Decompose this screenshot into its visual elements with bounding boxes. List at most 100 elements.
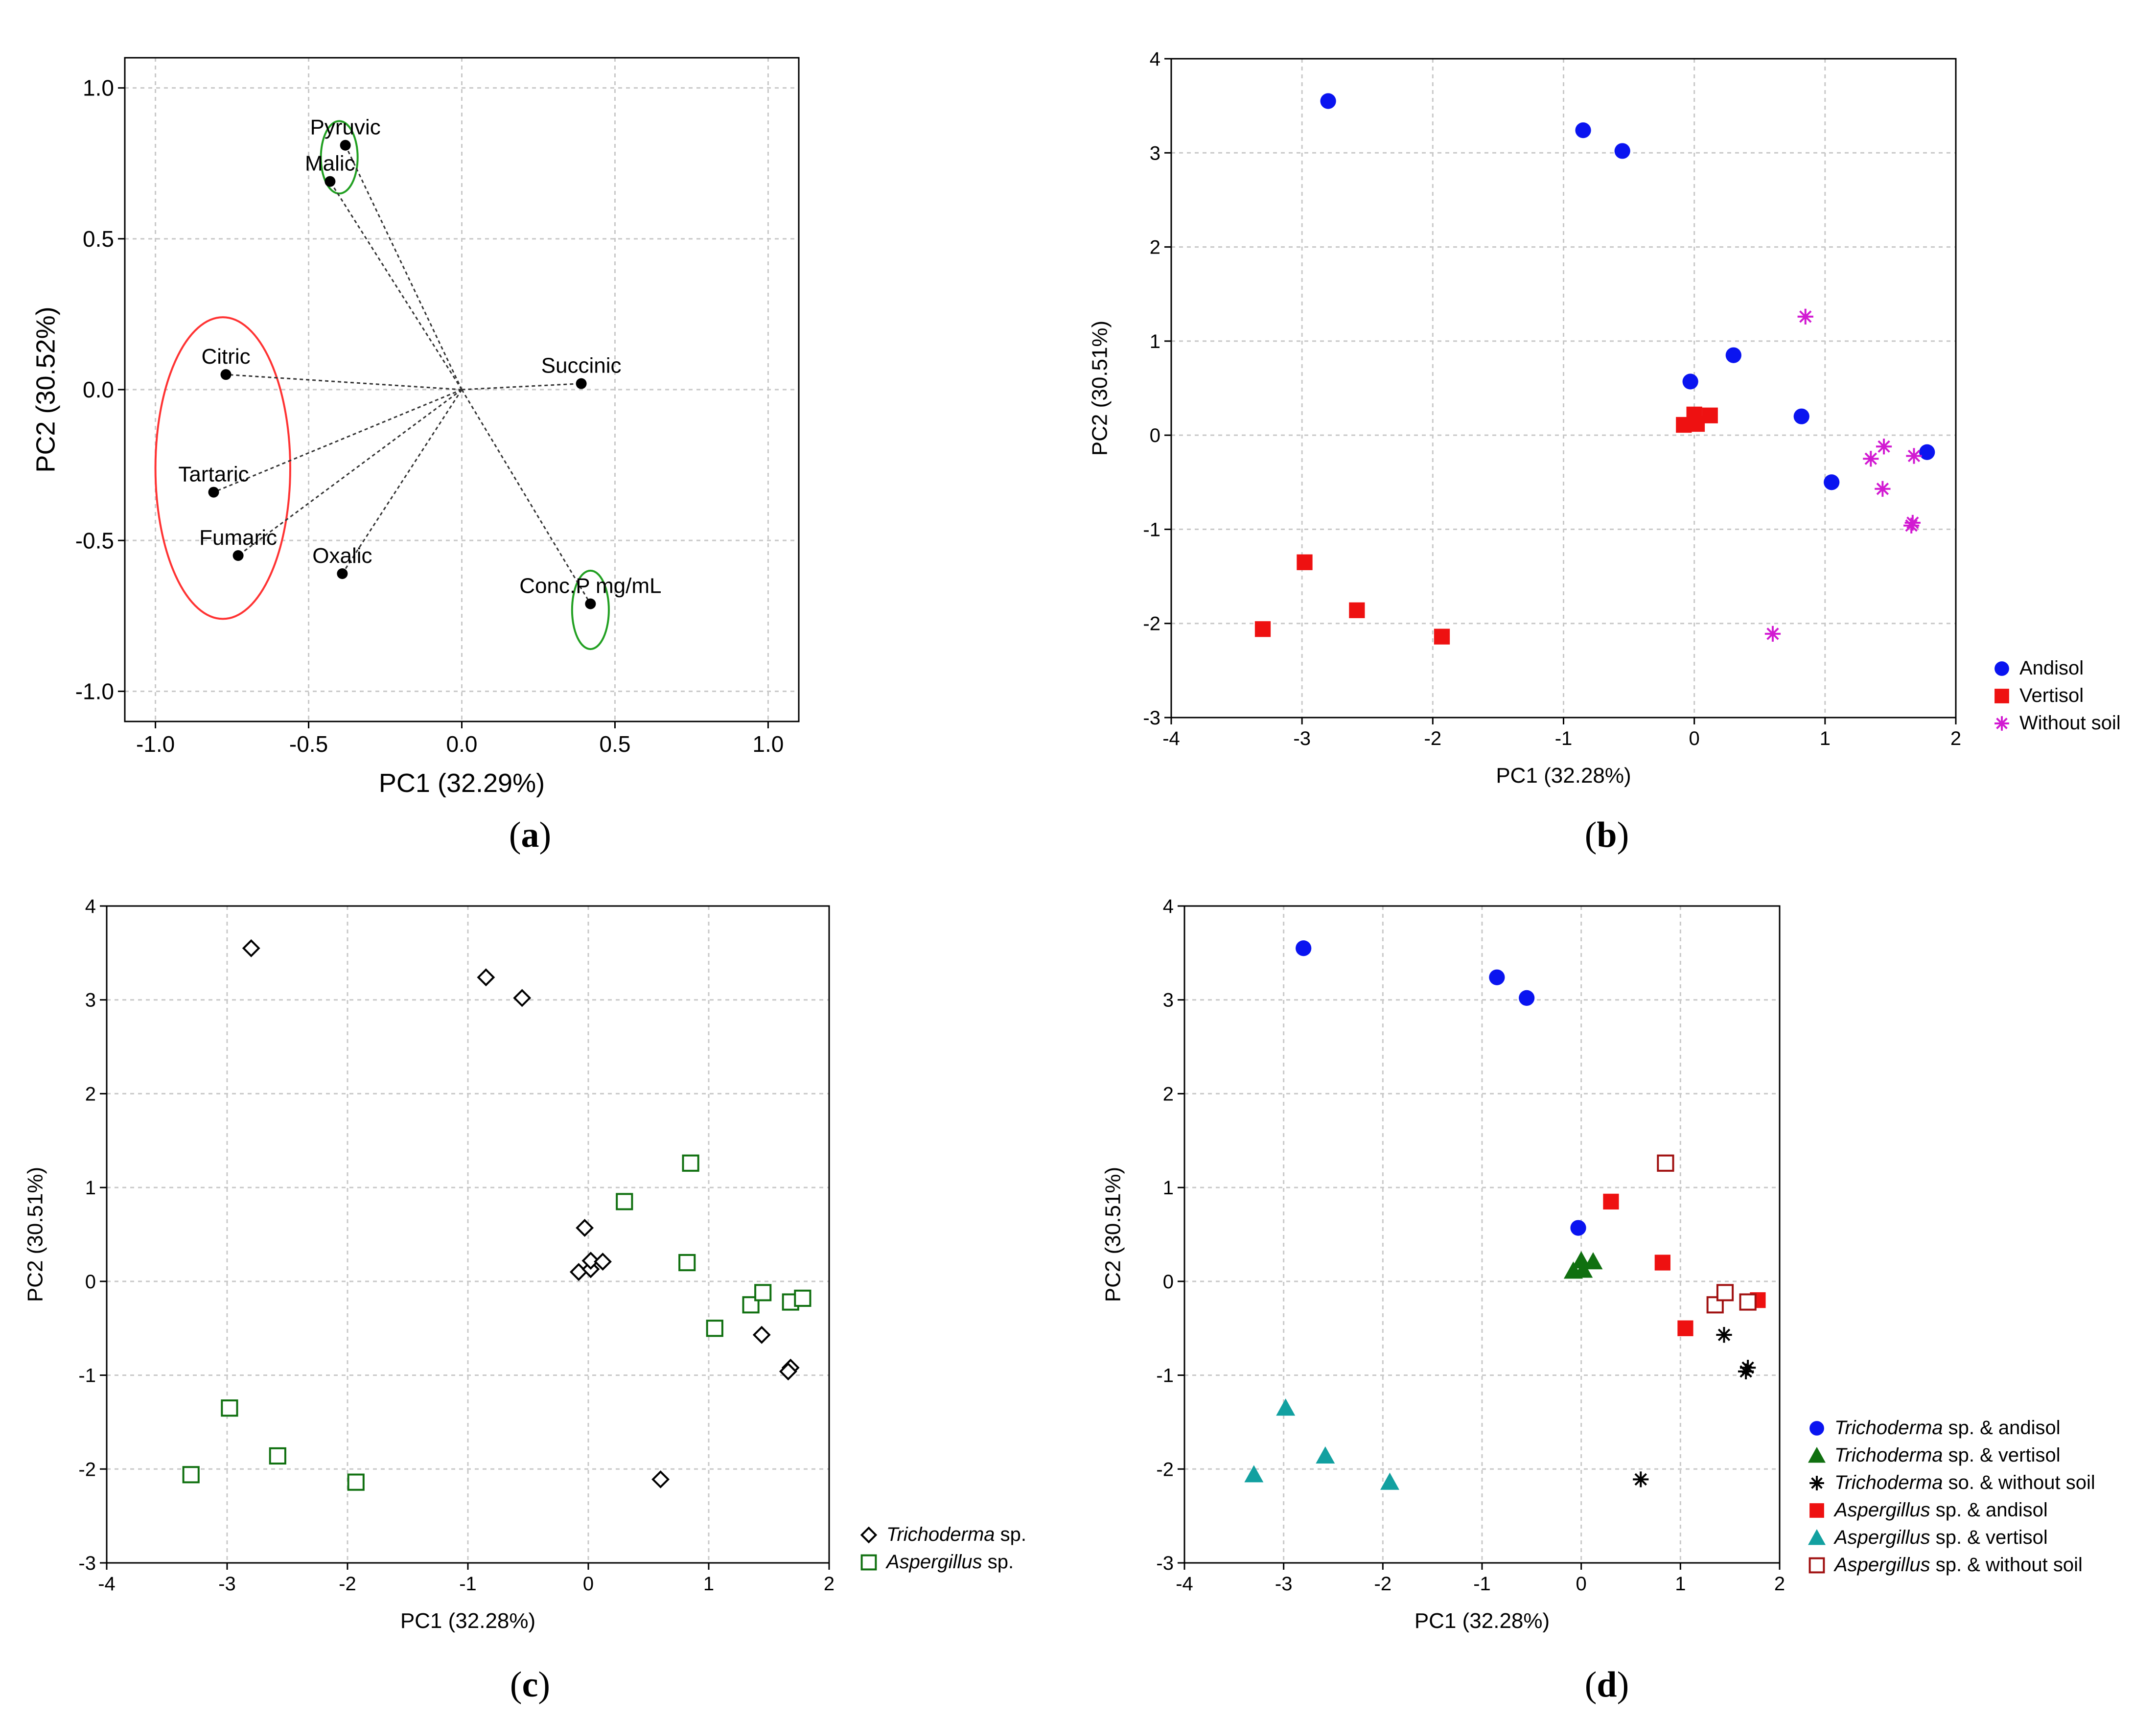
panel-caption: (a) — [509, 815, 551, 855]
y-tick-label: -2 — [1156, 1459, 1174, 1480]
y-tick-label: 3 — [1163, 990, 1174, 1011]
data-point — [1570, 1220, 1586, 1236]
data-point — [1575, 122, 1591, 139]
y-tick-label: 0.0 — [83, 377, 114, 402]
loading-vector — [345, 145, 463, 390]
data-point — [1654, 1255, 1670, 1271]
x-tick-label: 0.0 — [446, 731, 478, 757]
x-tick-label: 2 — [1774, 1573, 1785, 1595]
loading-point — [585, 598, 596, 609]
x-tick-label: -3 — [1293, 728, 1311, 749]
y-tick-label: 1 — [1150, 331, 1160, 352]
data-point — [1489, 969, 1505, 985]
legend-marker — [1809, 1421, 1824, 1436]
y-tick-label: 4 — [1163, 896, 1174, 917]
loading-label: Conc.P mg/mL — [519, 574, 661, 598]
legend-label: Trichoderma sp. & andisol — [1834, 1417, 2061, 1439]
legend-label: Trichoderma sp. & vertisol — [1834, 1444, 2061, 1466]
x-tick-label: -3 — [1275, 1573, 1293, 1595]
x-tick-label: 1 — [1820, 728, 1831, 749]
data-point — [182, 1466, 200, 1484]
y-axis-title: PC2 (30.51%) — [1101, 1167, 1125, 1302]
data-point — [221, 1399, 238, 1417]
data-point — [1603, 1193, 1619, 1210]
legend-label: Without soil — [2019, 712, 2121, 734]
data-point — [1574, 1260, 1593, 1278]
x-tick-label: 0 — [1576, 1573, 1587, 1595]
data-point — [1296, 940, 1312, 956]
y-axis-title: PC2 (30.52%) — [31, 306, 61, 472]
y-tick-label: -1 — [1143, 519, 1160, 540]
y-tick-label: -3 — [1156, 1553, 1174, 1574]
data-point — [1903, 517, 1920, 534]
data-point — [706, 1320, 723, 1337]
x-tick-label: 1 — [703, 1573, 714, 1595]
x-tick-label: -0.5 — [289, 731, 328, 757]
y-tick-label: -1 — [78, 1365, 96, 1387]
y-tick-label: 0.5 — [83, 226, 114, 252]
data-point — [779, 1362, 797, 1381]
data-point — [1740, 1360, 1756, 1376]
data-point — [1716, 1284, 1734, 1302]
loading-point — [208, 487, 219, 498]
y-tick-label: 1 — [1163, 1177, 1174, 1199]
y-tick-label: -1 — [1156, 1365, 1174, 1387]
y-axis-title: PC2 (30.51%) — [1088, 321, 1112, 456]
y-tick-label: 0 — [1150, 425, 1160, 446]
y-tick-label: 0 — [85, 1271, 96, 1293]
data-point — [242, 939, 260, 957]
loading-vector — [213, 389, 463, 493]
loading-label: Fumaric — [199, 526, 277, 550]
data-point — [1519, 990, 1535, 1006]
y-tick-label: -3 — [1143, 707, 1160, 729]
data-point — [1876, 439, 1892, 455]
legend-marker — [1809, 1503, 1824, 1518]
data-point — [1320, 93, 1336, 109]
loading-vector — [462, 383, 581, 391]
x-axis-title: PC1 (32.28%) — [1496, 764, 1631, 788]
data-point — [1254, 621, 1271, 637]
y-tick-label: -3 — [78, 1553, 96, 1574]
data-point — [1906, 448, 1922, 464]
y-tick-label: -2 — [1143, 613, 1160, 635]
x-tick-label: 0.5 — [599, 731, 630, 757]
data-point — [1824, 474, 1840, 490]
legend-marker — [1994, 661, 2009, 676]
x-tick-label: -2 — [1374, 1573, 1392, 1595]
data-point — [1297, 554, 1313, 570]
legend-marker — [860, 1526, 878, 1544]
legend-marker — [1808, 1529, 1826, 1545]
data-point — [1904, 514, 1921, 531]
loading-label: Malic — [305, 152, 355, 176]
y-tick-label: 3 — [1150, 142, 1160, 164]
data-point — [1633, 1471, 1649, 1488]
legend-marker — [1808, 1557, 1825, 1574]
data-point — [1875, 481, 1891, 497]
legend-label: Aspergillus sp. & without soil — [1833, 1554, 2083, 1576]
group-ellipse — [571, 569, 610, 651]
data-point — [1716, 1327, 1732, 1343]
group-ellipse — [154, 316, 291, 620]
y-tick-label: -0.5 — [75, 528, 114, 553]
legend-marker — [1809, 1476, 1824, 1490]
data-point — [1919, 444, 1935, 460]
data-point — [651, 1470, 670, 1488]
loading-point — [576, 378, 587, 389]
y-tick-label: 0 — [1163, 1271, 1174, 1293]
y-axis-title: PC2 (30.51%) — [23, 1167, 47, 1302]
data-point — [1686, 406, 1702, 422]
legend-marker — [1994, 689, 2009, 703]
data-point — [1677, 1320, 1693, 1336]
loading-point — [232, 550, 244, 561]
data-point — [754, 1284, 772, 1302]
x-tick-label: 1 — [1675, 1573, 1686, 1595]
panel-caption: (c) — [510, 1665, 550, 1705]
x-tick-label: -2 — [1424, 728, 1442, 749]
x-tick-label: -4 — [1162, 728, 1180, 749]
x-tick-label: -4 — [98, 1573, 116, 1595]
y-tick-label: 2 — [1163, 1083, 1174, 1105]
loading-label: Tartaric — [178, 463, 249, 487]
legend-marker — [1994, 716, 2009, 731]
